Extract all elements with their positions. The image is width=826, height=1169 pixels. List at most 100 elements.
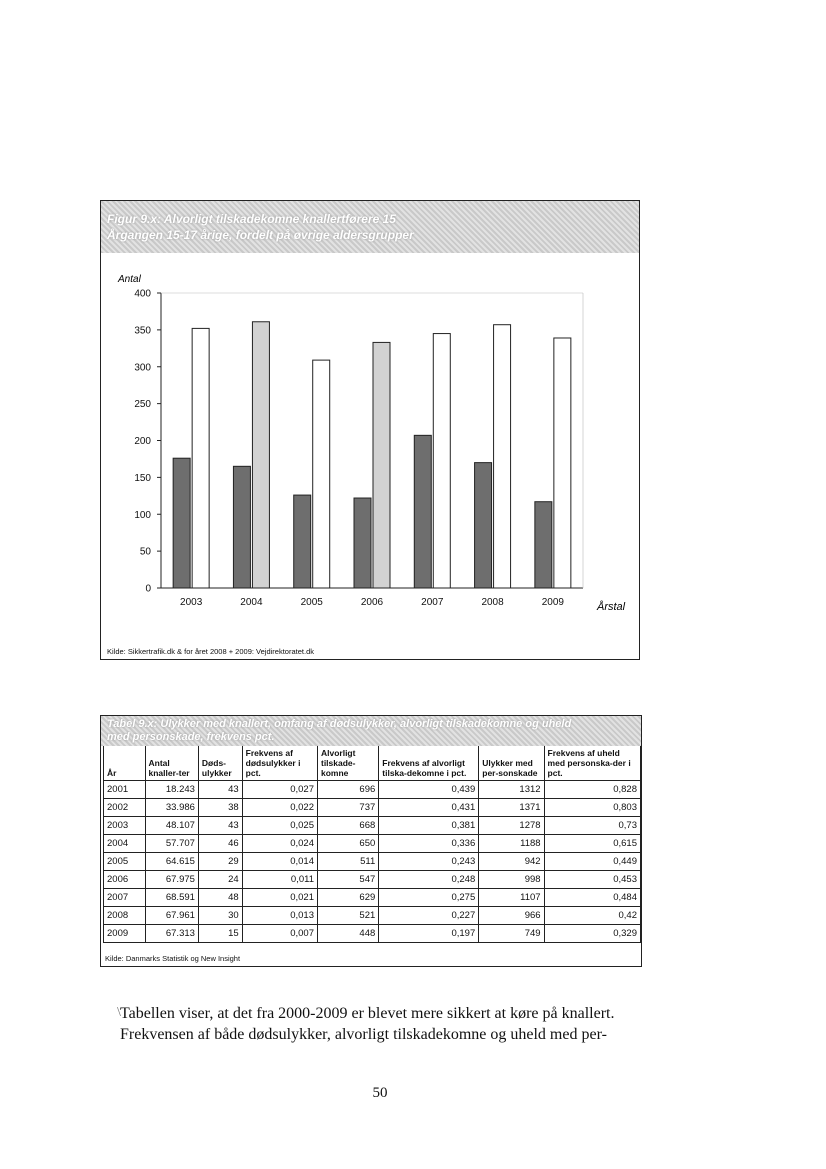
table-cell: 0,248 bbox=[378, 870, 480, 889]
table-cell: 43 bbox=[197, 780, 243, 799]
table-cell: 2009 bbox=[103, 924, 146, 943]
table-cell: 48.107 bbox=[144, 816, 199, 835]
table-cell: 942 bbox=[478, 852, 545, 871]
bar-series-1 bbox=[353, 497, 372, 589]
table-cell: 1188 bbox=[478, 834, 545, 853]
y-tick-label: 200 bbox=[134, 436, 151, 447]
table-cell: 1107 bbox=[478, 888, 545, 907]
table-cell: 2008 bbox=[103, 906, 146, 925]
table-cell: 1278 bbox=[478, 816, 545, 835]
bar-chart: Antal Årstal 0 50 100 150 200 250 300 350 400 200… bbox=[117, 274, 626, 613]
x-tick-label: 2009 bbox=[542, 597, 565, 608]
column-header: Døds-ulykker bbox=[197, 746, 243, 781]
accident-table: År Antal knaller-ter Døds-ulykker Frekvens … bbox=[103, 746, 642, 943]
bar-series-1 bbox=[232, 465, 251, 589]
body-line-1: Tabellen viser, at det fra 2000-2009 er … bbox=[120, 1005, 615, 1022]
table-cell: 696 bbox=[316, 780, 380, 799]
table-cell: 1312 bbox=[478, 780, 545, 799]
table-cell: 57.707 bbox=[144, 834, 199, 853]
column-header: Frekvens af alvorligt tilska-dekomne i p… bbox=[378, 746, 480, 781]
table-cell: 64.615 bbox=[144, 852, 199, 871]
bar-series-2 bbox=[493, 324, 512, 589]
table-header: Tabel 9.x: Ulykker med knallert, omfang … bbox=[101, 716, 641, 746]
table-source: Kilde: Danmarks Statistik og New Insight bbox=[105, 954, 241, 963]
table-cell: 0,025 bbox=[241, 816, 318, 835]
table-cell: 0,803 bbox=[543, 798, 642, 817]
y-tick-label: 250 bbox=[134, 399, 151, 410]
table-cell: 448 bbox=[316, 924, 380, 943]
x-tick-label: 2005 bbox=[301, 597, 324, 608]
figure-header-line-1: Figur 9.x: Alvorligt tilskadekomne knall… bbox=[107, 212, 396, 226]
table-header-row: År Antal knaller-ter Døds-ulykker Frekvens … bbox=[103, 746, 642, 781]
bar-series-2 bbox=[432, 333, 451, 589]
table-cell: 67.975 bbox=[144, 870, 199, 889]
table-row: 2002 33.986 38 0,022 737 0,431 1371 0,803 bbox=[103, 798, 642, 817]
table-row: 2005 64.615 29 0,014 511 0,243 942 0,449 bbox=[103, 852, 642, 871]
table-cell: 2005 bbox=[103, 852, 146, 871]
table-cell: 749 bbox=[478, 924, 545, 943]
table-cell: 0,013 bbox=[241, 906, 318, 925]
table-cell: 0,42 bbox=[543, 906, 642, 925]
column-header: Alvorligt tilskade-komne bbox=[316, 746, 380, 781]
table-cell: 30 bbox=[197, 906, 243, 925]
table-cell: 0,329 bbox=[543, 924, 642, 943]
table-cell: 38 bbox=[197, 798, 243, 817]
table-cell: 0,011 bbox=[241, 870, 318, 889]
table-cell: 0,021 bbox=[241, 888, 318, 907]
table-cell: 18.243 bbox=[144, 780, 199, 799]
table-cell: 966 bbox=[478, 906, 545, 925]
figure-box: Figur 9.x: Alvorligt tilskadekomne knall… bbox=[100, 200, 640, 660]
table-row: 2006 67.975 24 0,011 547 0,248 998 0,453 bbox=[103, 870, 642, 889]
table-cell: 0,439 bbox=[378, 780, 480, 799]
table-cell: 0,453 bbox=[543, 870, 642, 889]
x-tick-label: 2007 bbox=[421, 597, 444, 608]
y-tick-label: 300 bbox=[134, 362, 151, 373]
figure-source: Kilde: Sikkertrafik.dk & for året 2008 +… bbox=[107, 647, 314, 656]
table-row: 2008 67.961 30 0,013 521 0,227 966 0,42 bbox=[103, 906, 642, 925]
table-cell: 0,484 bbox=[543, 888, 642, 907]
table-cell: 0,197 bbox=[378, 924, 480, 943]
column-header: År bbox=[103, 746, 146, 781]
table-cell: 737 bbox=[316, 798, 380, 817]
y-tick-label: 50 bbox=[140, 547, 152, 558]
table-cell: 0,615 bbox=[543, 834, 642, 853]
table-box: Tabel 9.x: Ulykker med knallert, omfang … bbox=[100, 715, 642, 967]
body-line-2: Frekvensen af både dødsulykker, alvorlig… bbox=[120, 1026, 607, 1043]
y-axis-label: Antal bbox=[117, 274, 142, 285]
margin-mark: \ bbox=[117, 1005, 121, 1020]
bar-series-2 bbox=[372, 341, 391, 589]
table-cell: 2006 bbox=[103, 870, 146, 889]
table-cell: 0,243 bbox=[378, 852, 480, 871]
bar-series-2 bbox=[553, 337, 572, 589]
table-cell: 668 bbox=[316, 816, 380, 835]
table-cell: 24 bbox=[197, 870, 243, 889]
y-tick-label: 100 bbox=[134, 510, 151, 521]
table-cell: 0,007 bbox=[241, 924, 318, 943]
bar-series-1 bbox=[293, 494, 312, 589]
table-cell: 0,022 bbox=[241, 798, 318, 817]
y-tick-label: 0 bbox=[145, 584, 151, 595]
table-row: 2007 68.591 48 0,021 629 0,275 1107 0,484 bbox=[103, 888, 642, 907]
column-header: Frekvens af dødsulykker i pct. bbox=[241, 746, 318, 781]
table-cell: 33.986 bbox=[144, 798, 199, 817]
x-tick-label: 2008 bbox=[481, 597, 504, 608]
table-cell: 0,275 bbox=[378, 888, 480, 907]
body-paragraph: Tabellen viser, at det fra 2000-2009 er … bbox=[120, 1003, 660, 1045]
bar-series-2 bbox=[312, 359, 331, 589]
bar-series-1 bbox=[172, 457, 191, 589]
figure-header-line-2: Årgangen 15-17 årige, fordelt på øvrige … bbox=[107, 228, 414, 242]
table-row: 2004 57.707 46 0,024 650 0,336 1188 0,615 bbox=[103, 834, 642, 853]
bar-series-1 bbox=[534, 501, 553, 589]
bar-series-2 bbox=[251, 321, 270, 589]
bar-series-1 bbox=[474, 462, 493, 589]
table-cell: 0,449 bbox=[543, 852, 642, 871]
table-cell: 0,336 bbox=[378, 834, 480, 853]
table-cell: 547 bbox=[316, 870, 380, 889]
column-header: Antal knaller-ter bbox=[144, 746, 199, 781]
table-row: 2003 48.107 43 0,025 668 0,381 1278 0,73 bbox=[103, 816, 642, 835]
table-cell: 2001 bbox=[103, 780, 146, 799]
x-axis-label: Årstal bbox=[596, 600, 626, 613]
table-cell: 46 bbox=[197, 834, 243, 853]
table-cell: 629 bbox=[316, 888, 380, 907]
x-tick-label: 2004 bbox=[240, 597, 263, 608]
